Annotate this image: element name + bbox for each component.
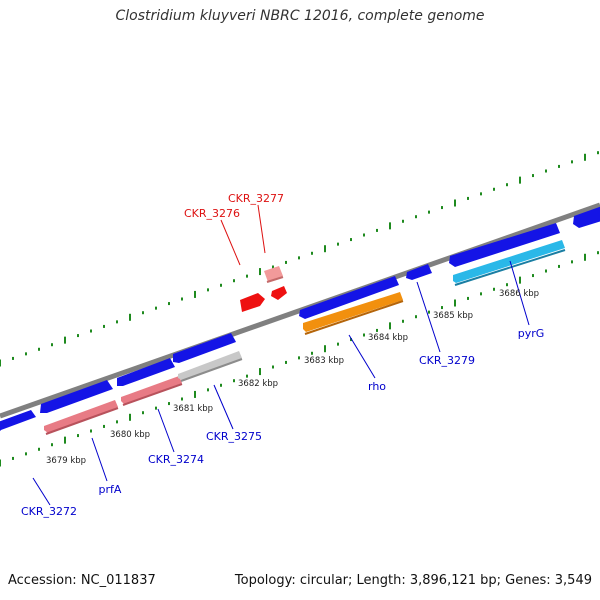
leader-CKR_3275	[213, 384, 234, 430]
scale-label-3683: 3683 kbp	[304, 356, 344, 366]
gene-prfA-shadow	[45, 407, 119, 435]
label-pyrG[interactable]: pyrG	[518, 327, 545, 340]
gene-arrow-fwd-6[interactable]	[406, 264, 432, 280]
leader-CKR_3279	[416, 281, 441, 353]
scale-label-3679: 3679 kbp	[46, 456, 86, 466]
feature-CKR_3277[interactable]	[264, 266, 283, 282]
gene-arrow-fwd-7[interactable]	[449, 223, 560, 267]
gene-arrow-fwd-2[interactable]	[40, 380, 113, 413]
scale-label-3685: 3685 kbp	[433, 311, 473, 321]
leader-rho	[348, 334, 376, 379]
gene-CKR_3274[interactable]	[121, 376, 182, 404]
leader-prfA	[91, 437, 108, 482]
label-rho[interactable]: rho	[368, 380, 386, 393]
leader-CKR_3272	[32, 477, 51, 506]
label-CKR_3277[interactable]: CKR_3277	[228, 192, 284, 205]
gene-arrow-fwd-1[interactable]	[0, 410, 36, 437]
label-CKR_3272[interactable]: CKR_3272	[21, 505, 77, 518]
label-CKR_3276[interactable]: CKR_3276	[184, 207, 240, 220]
label-CKR_3274[interactable]: CKR_3274	[148, 453, 204, 466]
map-title: Clostridium kluyveri NBRC 12016, complet…	[115, 8, 485, 24]
scale-label-3686: 3686 kbp	[499, 289, 539, 299]
label-prfA[interactable]: prfA	[99, 483, 122, 496]
gene-prfA[interactable]	[44, 400, 118, 433]
leader-CKR_3277	[257, 204, 266, 254]
gene-pyrG[interactable]	[453, 240, 565, 283]
gene-rho-upstream[interactable]	[299, 276, 399, 319]
gene-arrow-fwd-8[interactable]	[573, 205, 600, 228]
gene-arrow-fwd-3[interactable]	[117, 358, 175, 386]
feature-CKR_3277-shadow	[266, 276, 284, 283]
inner-tick-track	[0, 251, 599, 467]
gene-pyrG-shadow	[454, 249, 566, 286]
gene-arrow-fwd-4[interactable]	[173, 333, 236, 363]
leader-pyrG	[509, 260, 530, 326]
gene-CKR_3275-shadow	[180, 358, 243, 382]
scale-label-3680: 3680 kbp	[110, 430, 150, 440]
gene-CKR_3275[interactable]	[178, 351, 242, 380]
accession-text: Accession: NC_011837	[8, 573, 156, 588]
leader-CKR_3274	[157, 408, 175, 453]
scale-label-3682: 3682 kbp	[238, 379, 278, 389]
scale-label-3684: 3684 kbp	[368, 333, 408, 343]
label-CKR_3279[interactable]: CKR_3279	[419, 354, 475, 367]
feature-CKR_3277-lower[interactable]	[271, 286, 287, 300]
leader-CKR_3276	[220, 219, 241, 266]
feature-CKR_3276[interactable]	[240, 293, 265, 312]
outer-tick-track	[0, 151, 599, 367]
gene-CKR_3274-shadow	[122, 383, 183, 406]
gene-rho[interactable]	[303, 292, 403, 332]
label-CKR_3275[interactable]: CKR_3275	[206, 430, 262, 443]
gene-rho-shadow	[304, 300, 404, 335]
topology-text: Topology: circular; Length: 3,896,121 bp…	[234, 573, 592, 588]
scale-label-3681: 3681 kbp	[173, 404, 213, 414]
